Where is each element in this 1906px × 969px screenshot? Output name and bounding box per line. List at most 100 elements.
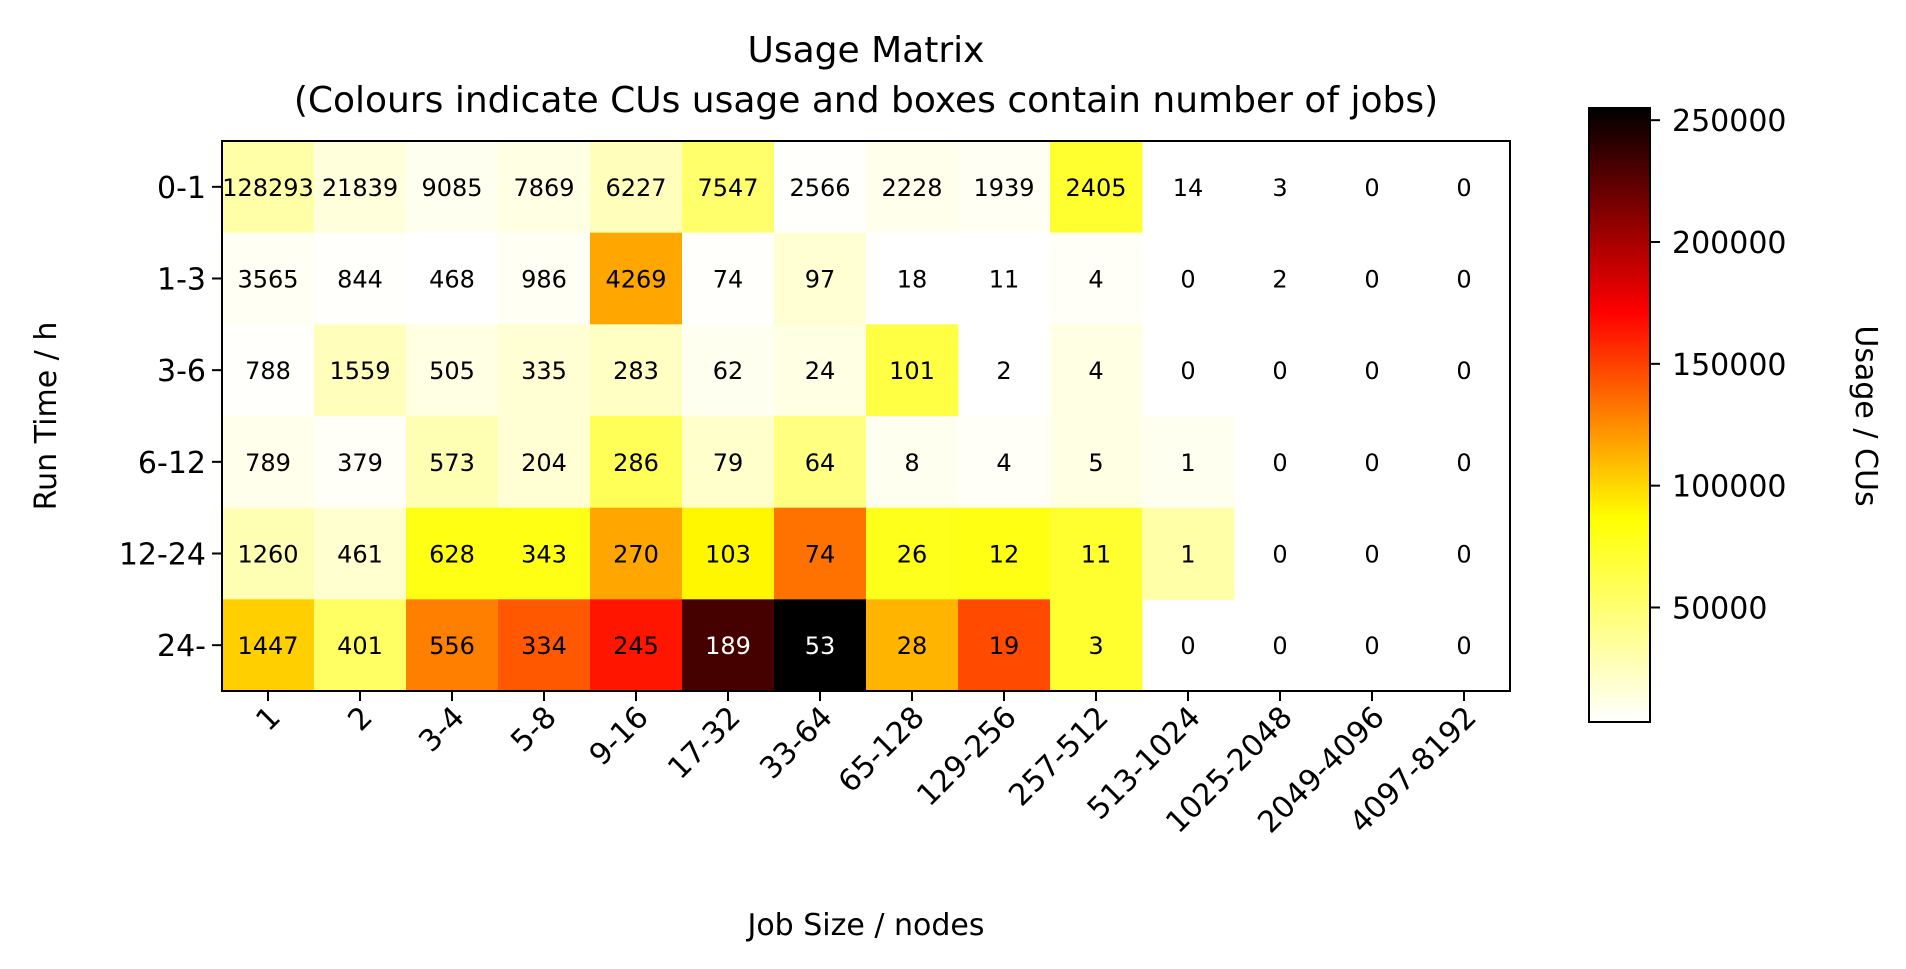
cell-job-count: 2228 [881,174,942,202]
cell-job-count: 74 [805,541,836,569]
y-tick-label: 6-12 [138,446,206,481]
cell-job-count: 64 [805,449,836,477]
cell-job-count: 11 [989,266,1020,294]
cell-job-count: 0 [1456,357,1471,385]
heatmap-cell [682,324,775,417]
heatmap-cell [958,507,1051,600]
cell-job-count: 789 [245,449,291,477]
heatmap-cell [498,507,591,600]
heatmap-cell [314,416,407,509]
heatmap-cell [958,232,1051,325]
cell-job-count: 334 [521,632,567,660]
cell-job-count: 74 [713,266,744,294]
cell-job-count: 0 [1364,266,1379,294]
heatmap-cell [774,416,867,509]
heatmap-cell [406,416,499,509]
colorbar-tick-label: 150000 [1672,348,1787,383]
heatmap-cell [314,599,407,692]
cell-job-count: 788 [245,357,291,385]
cell-job-count: 103 [705,541,751,569]
heatmap-cell [222,141,315,234]
cell-job-count: 0 [1272,541,1287,569]
heatmap-cell [498,599,591,692]
cell-job-count: 1 [1180,541,1195,569]
cell-job-count: 4269 [605,266,666,294]
cell-job-count: 556 [429,632,475,660]
colorbar-tick-label: 100000 [1672,470,1787,505]
cell-job-count: 62 [713,357,744,385]
chart-title-line2: (Colours indicate CUs usage and boxes co… [294,80,1438,121]
cell-job-count: 0 [1364,632,1379,660]
heatmap-cell [222,507,315,600]
cell-job-count: 101 [889,357,935,385]
cell-job-count: 0 [1272,357,1287,385]
heatmap-cell [590,416,683,509]
heatmap-cell [590,324,683,417]
x-tick-label: 17-32 [661,700,747,786]
heatmap-cell [590,232,683,325]
y-tick-label: 0-1 [157,171,206,206]
heatmap-cell [682,507,775,600]
heatmap-cell [958,416,1051,509]
y-tick-label: 24- [157,629,206,664]
heatmap-cell [498,416,591,509]
cell-job-count: 97 [805,266,836,294]
cell-job-count: 28 [897,632,928,660]
cell-job-count: 5 [1088,449,1103,477]
heatmap-cell [314,507,407,600]
heatmap-cell [774,507,867,600]
heatmap-cell [1050,232,1143,325]
heatmap-cell [498,232,591,325]
plot-frame [221,140,1511,692]
cell-job-count: 53 [805,632,836,660]
cell-job-count: 0 [1456,266,1471,294]
cell-job-count: 11 [1081,541,1112,569]
cell-job-count: 0 [1456,174,1471,202]
heatmap-cell-labels: 128293 21839 9085 7869 6227 7547 2566 2228 1939 2… [222,174,1471,660]
heatmap-cell [958,599,1051,692]
cell-job-count: 573 [429,449,475,477]
heatmap-cell [314,232,407,325]
heatmap-cell [682,232,775,325]
x-axis-ticks: 1 2 3-4 5-8 9-16 17-32 33-6465-128129-256257-5… [249,691,1484,840]
cell-job-count: 1 [1180,449,1195,477]
cell-job-count: 3565 [237,266,298,294]
heatmap-cell [1050,324,1143,417]
cell-job-count: 0 [1180,357,1195,385]
cell-job-count: 505 [429,357,475,385]
cell-job-count: 0 [1364,449,1379,477]
cell-job-count: 0 [1364,357,1379,385]
cell-job-count: 1559 [329,357,390,385]
cell-job-count: 1447 [237,632,298,660]
heatmap-cell [1050,141,1143,234]
cell-job-count: 4 [1088,357,1103,385]
heatmap-cell [1050,599,1143,692]
cell-job-count: 26 [897,541,928,569]
chart-title-line1: Usage Matrix [748,30,985,71]
cell-job-count: 19 [989,632,1020,660]
x-axis-label: Job Size / nodes [745,908,984,943]
cell-job-count: 1939 [973,174,1034,202]
cell-job-count: 8 [904,449,919,477]
heatmap-cell [406,507,499,600]
x-tick-label: 3-4 [412,700,471,759]
heatmap-cell [1050,416,1143,509]
heatmap-cell [1142,416,1235,509]
cell-job-count: 461 [337,541,383,569]
x-tick-label: 129-256 [910,700,1023,813]
heatmap-cell [314,141,407,234]
y-tick-label: 12-24 [119,538,206,573]
y-tick-label: 1-3 [157,263,206,298]
heatmap-cell [314,324,407,417]
cell-job-count: 343 [521,541,567,569]
cell-job-count: 245 [613,632,659,660]
x-tick-label: 9-16 [583,700,656,773]
cell-job-count: 24 [805,357,836,385]
heatmap-cell [590,141,683,234]
cell-job-count: 6227 [605,174,666,202]
cell-job-count: 2 [996,357,1011,385]
cell-job-count: 3 [1088,632,1103,660]
heatmap-cell [774,141,867,234]
heatmap-cell [866,599,959,692]
